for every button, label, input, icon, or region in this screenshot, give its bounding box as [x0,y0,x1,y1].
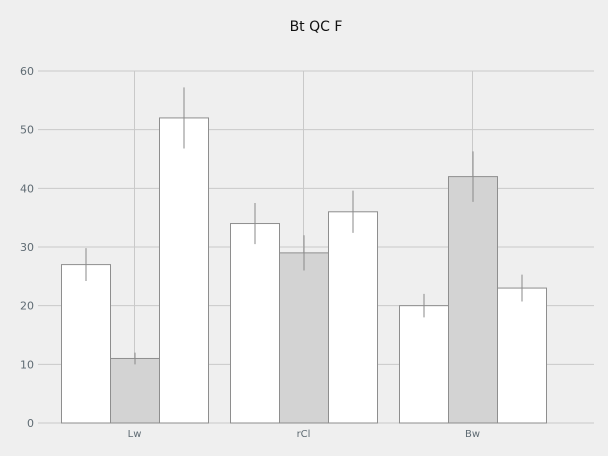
bars [61,117,547,424]
bar [399,305,449,424]
y-tick-label: 40 [20,182,34,195]
y-tick-label: 0 [27,417,34,430]
bar [328,211,378,424]
y-tick-label: 10 [20,358,34,371]
y-tick-label: 50 [20,124,34,137]
x-tick-label: Bw [465,429,480,440]
y-tick-label: 20 [20,300,34,313]
bar [230,223,280,424]
y-axis-ticks: 0 10 20 30 40 50 60 [20,65,34,430]
x-tick-label: Lw [128,429,142,440]
bar [110,357,160,424]
x-tick-label: rCl [297,429,311,440]
bar [159,117,209,424]
x-axis-ticks: Lw rCl Bw [128,429,480,440]
bar [279,252,329,424]
bar [448,176,498,424]
bar [61,264,111,424]
bar [497,287,547,424]
y-tick-label: 30 [20,241,34,254]
chart-title: Bt QC F [290,19,343,35]
error-bars [85,87,523,365]
y-tick-label: 60 [20,65,34,78]
